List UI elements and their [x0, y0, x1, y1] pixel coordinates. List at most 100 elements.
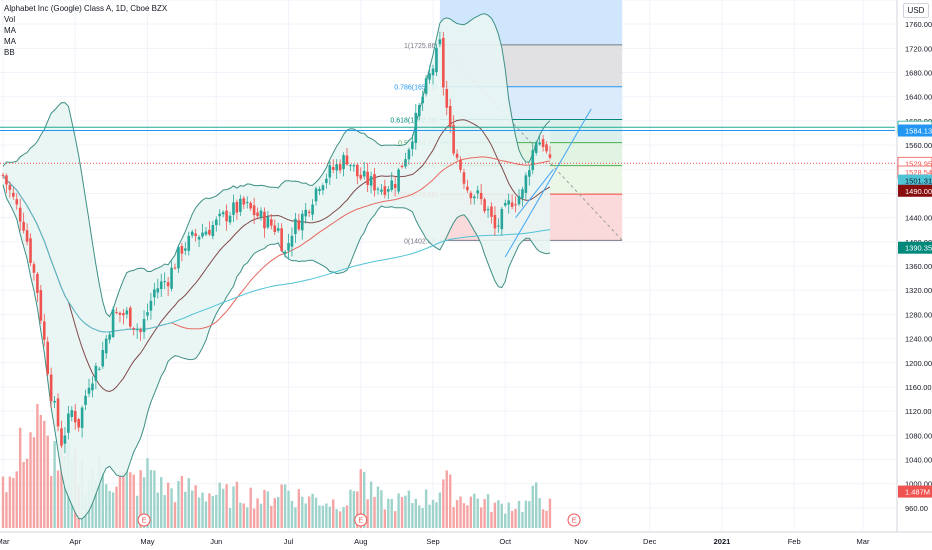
volume-bar — [277, 496, 280, 528]
volume-bar — [307, 496, 311, 528]
volume-bar — [184, 491, 187, 528]
x-tick-label-10: 2021 — [714, 537, 731, 546]
price-label-box-7 — [898, 485, 932, 498]
volume-bar — [19, 427, 22, 528]
candle-body — [500, 208, 504, 230]
volume-bar — [541, 509, 545, 528]
candle-body — [225, 210, 228, 222]
candle-body — [318, 188, 321, 192]
y-tick-label-18: 1680.00 — [905, 69, 932, 78]
indicator-ma-2[interactable]: MA — [4, 37, 16, 46]
candle-body — [541, 139, 545, 148]
chart-legend: Alphabet Inc (Google) Class A, 1D, Cboe … — [4, 3, 167, 58]
volume-bar — [493, 502, 497, 528]
candle-body — [503, 202, 507, 206]
candle-body — [180, 245, 184, 254]
candle-body — [173, 267, 177, 269]
candle-body — [235, 201, 239, 213]
y-tick-label-9: 1320.00 — [905, 286, 932, 295]
volume-bar — [153, 470, 156, 528]
candle-body — [153, 289, 156, 298]
indicator-bb[interactable]: BB — [4, 48, 15, 57]
candle-body — [149, 300, 153, 311]
candle-body — [338, 164, 342, 171]
volume-bar — [418, 505, 421, 528]
volume-bar — [548, 498, 552, 528]
indicator-ma-1[interactable]: MA — [4, 26, 16, 35]
bollinger-lower-line — [2, 184, 551, 520]
bollinger-bands — [2, 13, 551, 520]
trendline-0[interactable] — [504, 108, 592, 258]
candle-body — [214, 219, 218, 226]
volume-bar — [352, 491, 356, 528]
volume-bar — [369, 481, 373, 528]
candle-body — [417, 105, 421, 117]
y-tick-label-0: 960.00 — [905, 504, 928, 513]
currency-button[interactable]: USD — [903, 3, 929, 18]
candle-body — [29, 238, 32, 263]
candle-body — [445, 88, 449, 108]
volume-bar — [490, 511, 493, 528]
y-tick-label-3: 1080.00 — [905, 431, 932, 440]
candle-body — [383, 186, 387, 195]
volume-bar — [366, 499, 369, 528]
candle-body — [352, 165, 356, 167]
drawn-lines[interactable] — [0, 108, 895, 258]
candle-body — [283, 251, 287, 254]
volume-bar — [259, 503, 263, 528]
volume-bar — [160, 477, 163, 528]
x-tick-label-1: Apr — [69, 537, 81, 546]
candle-body — [376, 188, 380, 190]
price-label-box-6 — [898, 241, 932, 254]
candle-body — [63, 435, 67, 444]
candle-body — [287, 243, 290, 251]
candle-body — [122, 313, 125, 316]
volume-bar — [342, 507, 345, 528]
volume-bar — [476, 498, 479, 528]
volume-bar — [180, 476, 184, 528]
candle-body — [328, 165, 332, 178]
candle-body — [483, 199, 486, 212]
volume-bar — [53, 441, 56, 528]
candle-body — [197, 236, 201, 240]
candle-body — [211, 225, 215, 237]
volume-bar — [43, 420, 46, 528]
volume-bar — [139, 470, 142, 528]
volume-bar — [132, 474, 135, 528]
y-tick-label-6: 1200.00 — [905, 359, 932, 368]
candle-body — [208, 229, 211, 235]
volume-bar — [459, 496, 462, 528]
x-tick-label-11: Feb — [788, 537, 801, 546]
candle-body — [104, 338, 108, 354]
volume-bar — [194, 485, 197, 528]
volume-bar — [273, 498, 276, 528]
candle-body — [184, 248, 187, 251]
volume-bar — [535, 482, 538, 528]
candle-body — [53, 400, 56, 403]
x-tick-label-3: Jun — [210, 537, 222, 546]
volume-bar — [25, 458, 29, 528]
volume-bar — [252, 508, 256, 528]
volume-bar — [411, 503, 414, 528]
volume-bar — [246, 507, 249, 528]
candle-body — [91, 383, 94, 391]
trendline-1[interactable] — [515, 168, 554, 218]
candle-body — [476, 190, 480, 194]
volume-bar — [297, 489, 301, 528]
volume-bar — [146, 458, 149, 528]
volume-bar — [46, 435, 49, 528]
volume-bar — [486, 494, 490, 528]
candle-body — [466, 186, 469, 191]
volume-bar — [163, 495, 166, 528]
indicator-vol[interactable]: Vol — [4, 15, 16, 24]
candle-body — [87, 387, 91, 394]
y-tick-label-19: 1720.00 — [905, 44, 932, 53]
y-tick-label-20: 1760.00 — [905, 20, 932, 29]
x-tick-label-2: May — [140, 537, 154, 546]
volume-bar — [170, 488, 173, 528]
volume-bar — [338, 511, 342, 528]
x-tick-label-7: Oct — [499, 537, 512, 546]
candle-body — [366, 171, 369, 185]
earnings-marker-label-0: E — [142, 518, 147, 525]
